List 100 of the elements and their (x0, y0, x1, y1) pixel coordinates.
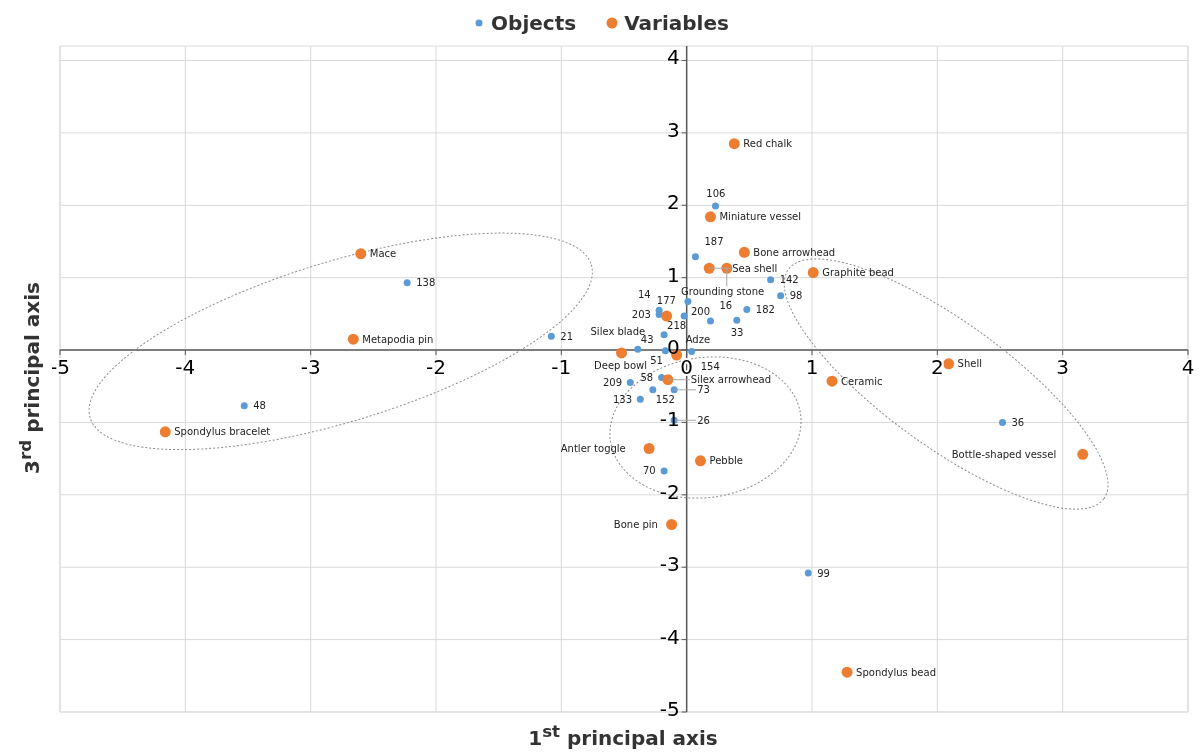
x-tick-label: 2 (930, 355, 944, 380)
annotation: 51 (650, 354, 663, 366)
x-tick-label: 3 (1056, 355, 1070, 380)
y-tick-label: -5 (659, 697, 680, 721)
annotation: 73 (697, 384, 710, 396)
x-tick-label: -2 (426, 355, 446, 380)
point (743, 306, 751, 313)
point (733, 316, 741, 324)
annotation: 106 (706, 187, 726, 199)
annotation: 14 (637, 289, 651, 301)
point (777, 292, 785, 300)
annotation: 142 (779, 274, 799, 286)
annotation: 203 (631, 309, 651, 321)
y-tick-label: 2 (666, 190, 680, 215)
point (680, 312, 688, 320)
annotation: Metapodia pin (362, 333, 434, 345)
legend-label: Objects (491, 11, 577, 35)
point (403, 279, 411, 287)
point (615, 347, 627, 359)
annotation: Spondylus bead (856, 666, 936, 678)
point (767, 276, 775, 284)
point (355, 248, 367, 260)
point (804, 569, 812, 577)
point (711, 202, 719, 210)
annotation: 218 (667, 319, 687, 331)
annotation: 33 (730, 327, 744, 339)
annotation: Sea shell (732, 262, 778, 274)
annotation: Spondylus bracelet (174, 426, 271, 438)
x-tick-label: 4 (1181, 355, 1195, 380)
point (728, 138, 740, 150)
annotation: 152 (655, 393, 675, 405)
y-tick-label: 3 (666, 117, 680, 142)
annotation: 98 (789, 290, 803, 302)
annotation: 99 (817, 567, 830, 579)
point (649, 386, 657, 394)
x-tick-label: -3 (300, 355, 321, 380)
x-axis-title: 1$^{st}$ principal axis (527, 722, 719, 750)
point (636, 395, 644, 403)
point (662, 374, 674, 386)
point (694, 455, 706, 467)
y-tick-label: 1 (666, 262, 680, 287)
annotation: 187 (704, 235, 724, 247)
point (841, 666, 853, 678)
y-tick-label: -4 (659, 624, 680, 649)
point (943, 358, 955, 370)
annotation: Shell (957, 358, 983, 370)
point (706, 317, 714, 325)
point (999, 418, 1007, 426)
point (691, 253, 699, 261)
annotation: 70 (642, 465, 656, 477)
legend-label: Variables (624, 11, 729, 35)
y-tick-label: 4 (666, 45, 680, 70)
point (547, 332, 555, 340)
annotation: 16 (719, 300, 733, 312)
annotation: Red chalk (743, 138, 793, 150)
annotation: Bone arrowhead (753, 246, 836, 258)
point (643, 443, 655, 454)
annotation: 154 (700, 361, 720, 373)
annotation: 133 (612, 393, 633, 405)
point (1077, 448, 1089, 460)
point (159, 426, 171, 438)
annotation: 200 (690, 305, 711, 317)
annotation: 177 (656, 295, 676, 307)
annotation: 58 (640, 372, 654, 384)
annotation: 26 (697, 414, 710, 426)
y-tick-label: -2 (659, 479, 680, 504)
annotation: Bone pin (613, 519, 658, 531)
y-tick-label: -3 (659, 552, 680, 577)
annotation: Silex arrowhead (690, 374, 772, 386)
annotation: Deep bowl (594, 359, 648, 371)
annotation: Miniature vessel (719, 211, 802, 223)
annotation: 138 (416, 277, 436, 289)
point (684, 298, 692, 306)
point (826, 375, 838, 387)
annotation: 209 (602, 377, 623, 389)
y-tick-label: -1 (659, 407, 680, 432)
annotation: Graphite bead (822, 267, 894, 279)
point (660, 467, 668, 475)
point (704, 211, 716, 223)
point (738, 246, 750, 258)
point (240, 402, 248, 410)
annotation: Pebble (709, 455, 743, 467)
annotation: Ceramic (841, 375, 883, 387)
annotation: Bottle-shaped vessel (951, 448, 1057, 460)
point (703, 262, 715, 274)
point (347, 333, 359, 345)
x-tick-label: -4 (175, 355, 196, 380)
annotation: 182 (755, 304, 775, 315)
point (661, 310, 673, 322)
annotation: 21 (560, 330, 574, 342)
x-tick-label: 1 (805, 355, 819, 380)
point (666, 519, 678, 531)
x-tick-label: -1 (551, 355, 572, 380)
point (807, 267, 819, 279)
annotation: 48 (253, 400, 266, 412)
point (660, 331, 668, 339)
annotation: Antler toggle (560, 443, 626, 454)
annotation: Mace (369, 248, 397, 260)
point (634, 345, 642, 353)
point (626, 379, 634, 387)
